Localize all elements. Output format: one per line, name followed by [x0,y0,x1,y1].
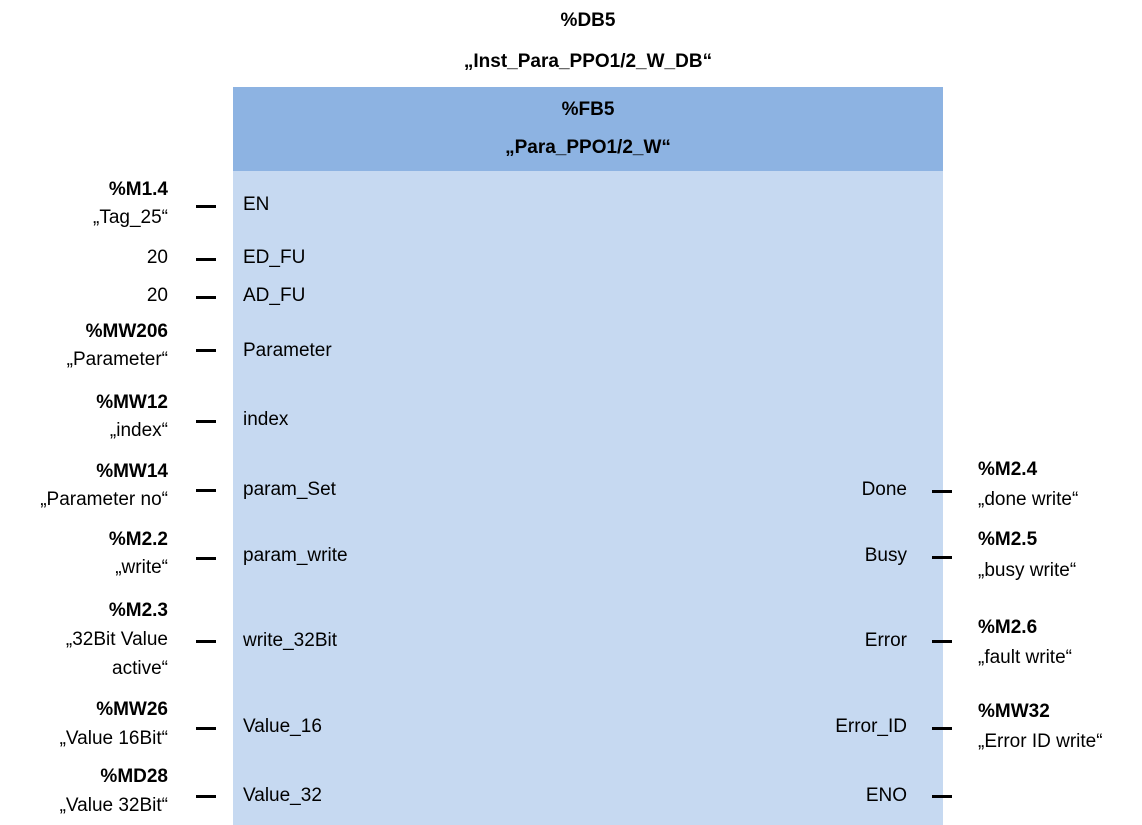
input-connector [196,795,216,798]
function-block-address: %FB5 [561,99,615,120]
instance-db-name: „Inst_Para_PPO1/2_W_DB“ [463,51,713,72]
input-operand-address: %MW14 [96,461,168,482]
input-pin-param-write: param_write [243,545,348,566]
input-pin-param-set: param_Set [243,479,336,500]
input-connector [196,296,216,299]
input-connector [196,258,216,261]
output-operand-address: %M2.4 [978,459,1038,480]
output-connector [932,795,952,798]
input-operand-address: %MW26 [96,699,168,720]
input-pin-parameter: Parameter [243,340,332,361]
input-connector [196,489,216,492]
function-block-name: „Para_PPO1/2_W“ [505,137,671,158]
input-connector [196,205,216,208]
input-operand-value: 20 [146,247,168,268]
output-pin-error: Error [864,630,907,651]
input-connector [196,420,216,423]
input-operand-symbol: „index“ [109,420,168,441]
input-connector [196,557,216,560]
output-operand-symbol: „busy write“ [978,560,1077,581]
input-pin-write-32bit: write_32Bit [243,630,337,651]
input-operand-symbol: „Value 16Bit“ [59,728,168,749]
input-operand-address: %MW12 [96,392,168,413]
input-operand-address: %M1.4 [108,179,168,200]
output-operand-address: %M2.6 [978,617,1038,638]
output-operand-symbol: „done write“ [978,489,1079,510]
input-pin-ad-fu: AD_FU [243,285,306,306]
input-operand-symbol: „Value 32Bit“ [59,795,168,816]
output-pin-eno: ENO [865,785,907,806]
input-pin-value-32: Value_32 [243,785,322,806]
input-operand-symbol: „Parameter“ [66,349,168,370]
output-pin-done: Done [861,479,907,500]
input-connector [196,349,216,352]
output-operand-address: %M2.5 [978,529,1038,550]
input-operand-value: 20 [146,285,168,306]
input-operand-address: %M2.2 [108,529,168,550]
output-pin-busy: Busy [864,545,907,566]
input-pin-ed-fu: ED_FU [243,247,306,268]
output-operand-symbol: „Error ID write“ [978,731,1103,752]
input-operand-symbol: „write“ [115,557,168,578]
input-operand-address: %M2.3 [108,600,168,621]
input-connector [196,727,216,730]
input-connector [196,640,216,643]
input-operand-address: %MD28 [100,766,168,787]
input-pin-value-16: Value_16 [243,716,322,737]
function-block-body [233,171,943,825]
output-connector [932,556,952,559]
input-operand-symbol: active“ [112,658,168,679]
output-connector [932,490,952,493]
output-operand-symbol: „fault write“ [978,647,1072,668]
input-pin-index: index [243,409,289,430]
input-operand-symbol: „32Bit Value [65,629,168,650]
input-operand-symbol: „Tag_25“ [93,207,168,228]
instance-db-address: %DB5 [560,10,616,31]
output-pin-error-id: Error_ID [835,716,907,737]
input-pin-en: EN [243,194,270,215]
output-operand-address: %MW32 [978,701,1050,722]
input-operand-address: %MW206 [85,321,168,342]
output-connector [932,727,952,730]
function-block-header: %FB5 „Para_PPO1/2_W“ [233,87,943,171]
output-connector [932,640,952,643]
input-operand-symbol: „Parameter no“ [40,489,168,510]
